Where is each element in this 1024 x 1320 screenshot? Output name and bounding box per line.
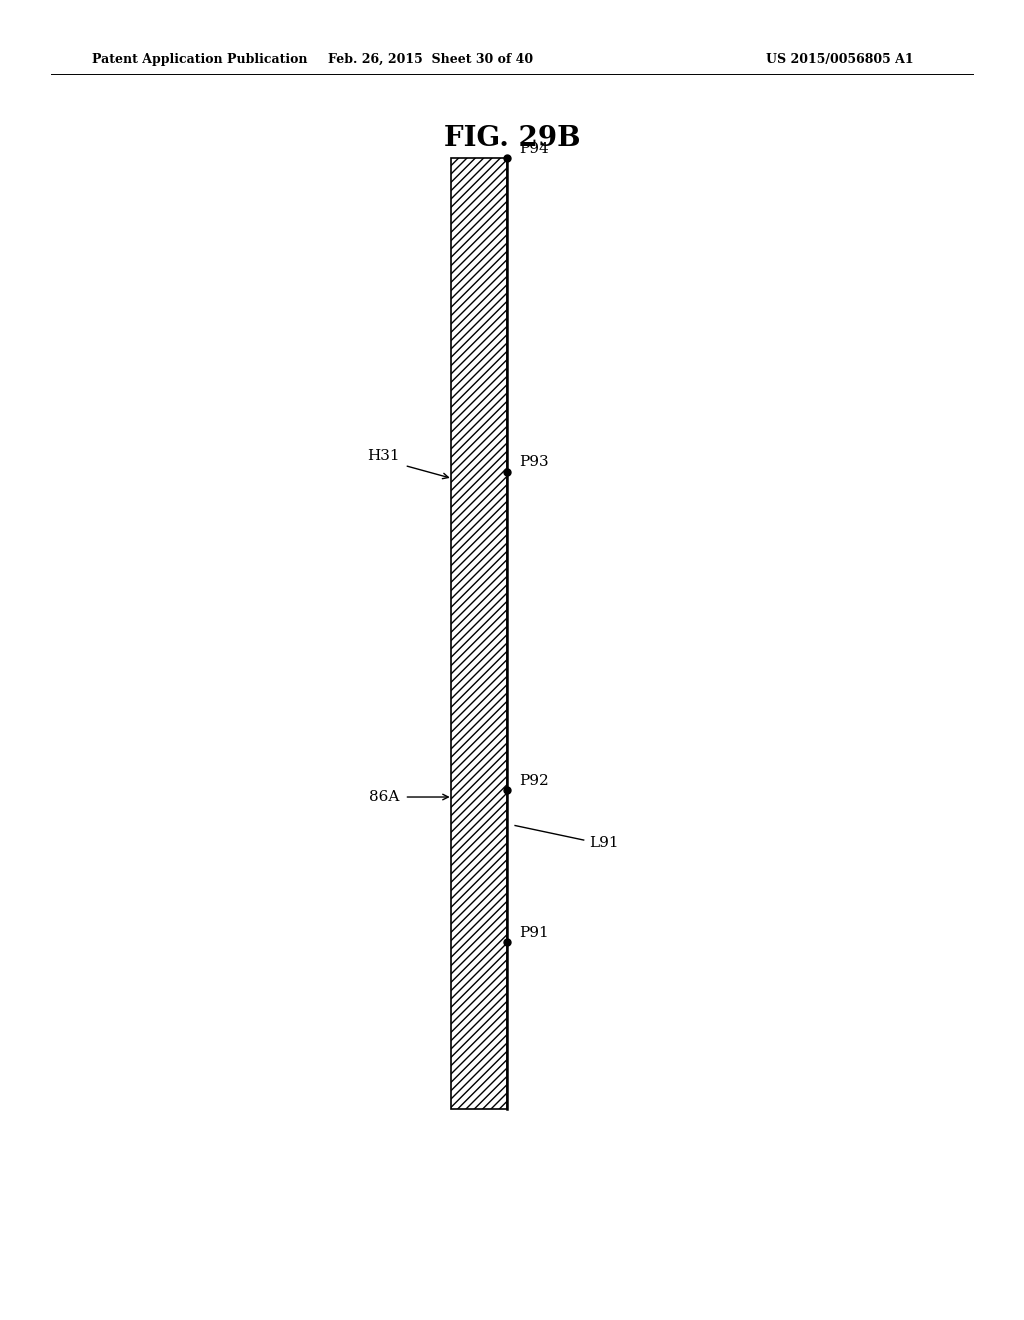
Bar bbox=[451, 158, 507, 1109]
Text: FIG. 29B: FIG. 29B bbox=[443, 125, 581, 152]
Text: P92: P92 bbox=[519, 774, 549, 788]
Text: 86A: 86A bbox=[369, 789, 399, 804]
Text: P94: P94 bbox=[519, 141, 549, 156]
Text: US 2015/0056805 A1: US 2015/0056805 A1 bbox=[766, 53, 913, 66]
Text: P93: P93 bbox=[519, 455, 549, 470]
Text: L91: L91 bbox=[589, 836, 618, 850]
Text: Patent Application Publication: Patent Application Publication bbox=[92, 53, 307, 66]
Text: Feb. 26, 2015  Sheet 30 of 40: Feb. 26, 2015 Sheet 30 of 40 bbox=[328, 53, 532, 66]
Text: P91: P91 bbox=[519, 925, 549, 940]
Text: H31: H31 bbox=[367, 449, 399, 463]
